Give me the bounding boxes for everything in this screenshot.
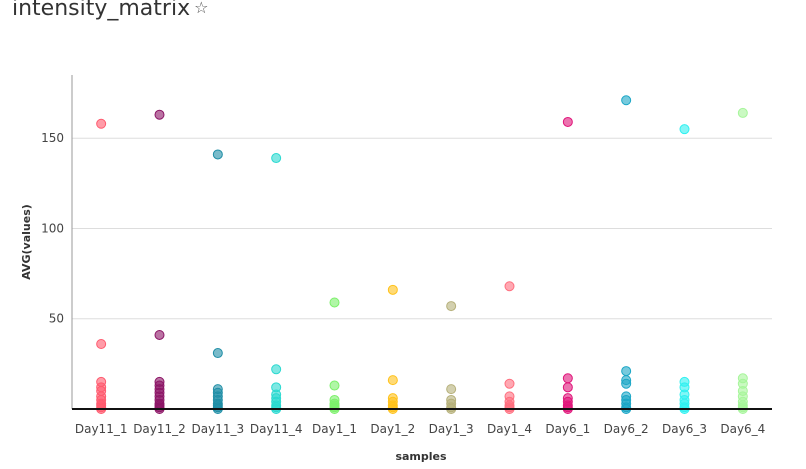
x-tick-label: Day11_1 bbox=[75, 422, 128, 436]
data-point[interactable] bbox=[679, 124, 690, 135]
data-point[interactable] bbox=[212, 348, 223, 359]
data-point[interactable] bbox=[154, 329, 165, 340]
data-point[interactable] bbox=[737, 107, 748, 118]
data-point[interactable] bbox=[271, 153, 282, 164]
data-point[interactable] bbox=[96, 118, 107, 129]
x-tick-label: Day6_2 bbox=[604, 422, 649, 436]
data-point[interactable] bbox=[212, 149, 223, 160]
x-axis-ticks: Day11_1 Day11_2 Day11_3 Day11_4 Day1_1 Day1_2… bbox=[75, 422, 765, 436]
data-point[interactable] bbox=[329, 380, 340, 391]
data-point[interactable] bbox=[96, 339, 107, 350]
x-tick-label: Day1_2 bbox=[370, 422, 415, 436]
y-tick-label: 100 bbox=[41, 221, 64, 235]
star-icon[interactable]: ☆ bbox=[194, 0, 209, 17]
page-title: intensity_matrix ☆ bbox=[12, 0, 208, 21]
x-tick-label: Day6_1 bbox=[545, 422, 590, 436]
data-point[interactable] bbox=[446, 384, 457, 395]
y-axis-ticks: 50 100 150 bbox=[41, 131, 64, 326]
data-points bbox=[96, 95, 748, 414]
x-tick-label: Day1_3 bbox=[429, 422, 474, 436]
data-point[interactable] bbox=[154, 109, 165, 120]
data-point[interactable] bbox=[621, 95, 632, 106]
data-point[interactable] bbox=[271, 364, 282, 375]
x-tick-label: Day11_4 bbox=[250, 422, 303, 436]
data-point[interactable] bbox=[504, 281, 515, 292]
x-tick-label: Day11_2 bbox=[133, 422, 186, 436]
data-point[interactable] bbox=[562, 373, 573, 384]
y-tick-label: 50 bbox=[49, 312, 64, 326]
y-axis-title: AVG(values) bbox=[20, 204, 33, 280]
data-point[interactable] bbox=[329, 297, 340, 308]
data-point[interactable] bbox=[621, 378, 632, 389]
data-point[interactable] bbox=[621, 366, 632, 377]
data-point[interactable] bbox=[504, 378, 515, 389]
x-tick-label: Day1_1 bbox=[312, 422, 357, 436]
chart-title: intensity_matrix bbox=[12, 0, 191, 21]
y-tick-label: 150 bbox=[41, 131, 64, 145]
data-point[interactable] bbox=[387, 284, 398, 295]
data-point[interactable] bbox=[562, 382, 573, 393]
x-tick-label: Day1_4 bbox=[487, 422, 532, 436]
data-point[interactable] bbox=[387, 375, 398, 386]
x-tick-label: Day6_3 bbox=[662, 422, 707, 436]
x-tick-label: Day6_4 bbox=[720, 422, 765, 436]
x-tick-label: Day11_3 bbox=[192, 422, 245, 436]
x-axis-title: samples bbox=[395, 450, 447, 463]
grid-lines bbox=[72, 137, 772, 320]
data-point[interactable] bbox=[446, 301, 457, 312]
data-point[interactable] bbox=[562, 116, 573, 127]
